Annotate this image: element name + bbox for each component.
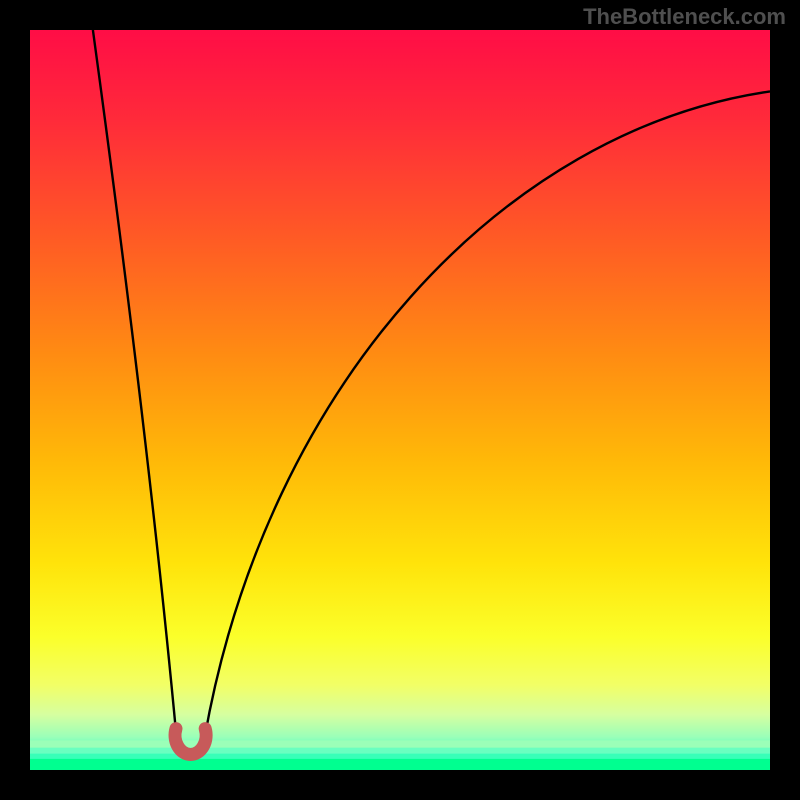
green-band-1 — [30, 748, 770, 754]
watermark-text: TheBottleneck.com — [583, 4, 786, 30]
chart-stage: TheBottleneck.com — [0, 0, 800, 800]
green-band-3 — [30, 759, 770, 770]
green-band-0 — [30, 740, 770, 747]
green-band-2 — [30, 754, 770, 759]
bottleneck-chart-svg — [0, 0, 800, 800]
